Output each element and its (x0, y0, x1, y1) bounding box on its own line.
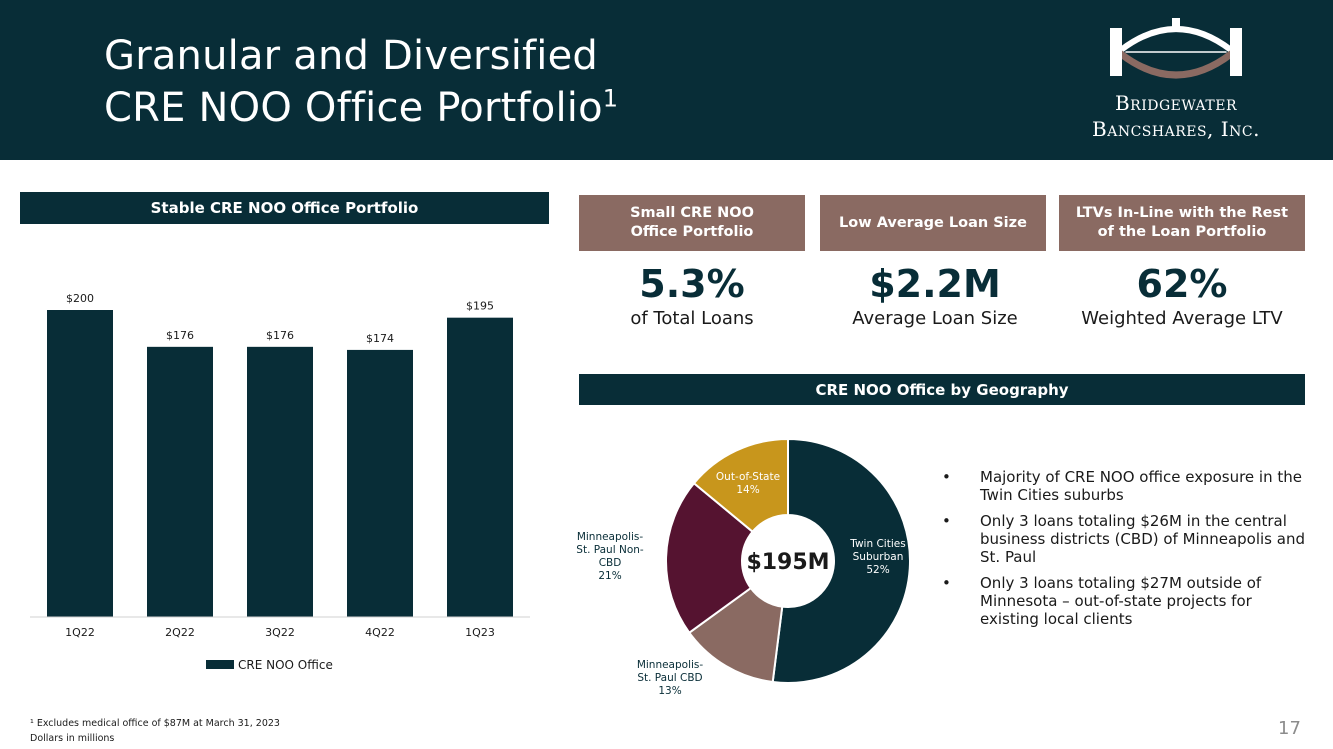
donut-slice-label: Minneapolis-St. Paul CBD 13% (637, 659, 704, 697)
kpi-value-portfolio-size: 5.3% (639, 262, 745, 306)
logo-pillar-left (1110, 28, 1122, 76)
bullet-text: Only 3 loans totaling $26M in the centra… (980, 512, 1305, 566)
x-tick-label: 1Q23 (465, 626, 495, 639)
x-tick-label: 4Q22 (365, 626, 395, 639)
bar-group: $200 1Q22 $176 2Q22 $176 3Q22 $174 4Q22 $195 1Q23 (47, 292, 513, 639)
page-number: 17 (1278, 718, 1301, 739)
donut-slice-out-of-state (692, 437, 789, 534)
bar-1q23 (447, 317, 513, 617)
kpi-label-ltv: Weighted Average LTV (1081, 308, 1283, 329)
bar-1q22 (47, 310, 113, 617)
bar-data-label: $174 (366, 332, 394, 345)
x-tick-label: 2Q22 (165, 626, 195, 639)
donut-slice-label: Out-of-State 14% (716, 471, 780, 496)
bullet-dot-icon: • (942, 468, 951, 486)
legend-label: CRE NOO Office (238, 658, 333, 672)
kpi-heading-portfolio-size: Small CRE NOO Office Portfolio (579, 195, 805, 251)
kpi-value-loan-size: $2.2M (869, 262, 1001, 306)
bar-data-label: $176 (166, 329, 194, 342)
geography-donut-chart: Twin Cities Suburban 52% Minneapolis-St. Pa… (576, 437, 911, 697)
logo-line2: Bancshares, Inc. (1092, 117, 1260, 141)
page-title-line2: CRE NOO Office Portfolio (104, 85, 603, 131)
logo-line1: Bridgewater (1114, 91, 1238, 115)
bar-2q22 (147, 346, 213, 617)
footnote-line1: ¹ Excludes medical office of $87M at Mar… (30, 718, 280, 729)
logo-pillar-right (1230, 28, 1242, 76)
bullet-item: • Majority of CRE NOO office exposure in … (942, 468, 1312, 504)
legend-swatch (206, 660, 234, 669)
bar-chart: $200 1Q22 $176 2Q22 $176 3Q22 $174 4Q22 $195 1Q23… (30, 292, 530, 672)
bar-data-label: $195 (466, 300, 494, 313)
kpi-label-portfolio-size: of Total Loans (630, 308, 754, 329)
bar-4q22 (347, 349, 413, 617)
geography-title: CRE NOO Office by Geography (579, 374, 1305, 405)
bullet-dot-icon: • (942, 512, 951, 530)
bar-3q22 (247, 346, 313, 617)
logo-text: Bridgewater Bancshares, Inc. (1066, 90, 1286, 142)
geography-bullets: • Majority of CRE NOO office exposure in … (942, 468, 1312, 636)
logo-keystone (1172, 18, 1180, 28)
logo-arch-bottom (1117, 50, 1235, 79)
kpi-heading-ltv: LTVs In-Line with the Rest of the Loan P… (1059, 195, 1305, 251)
footnote: ¹ Excludes medical office of $87M at Mar… (30, 716, 280, 746)
kpi-value-ltv: 62% (1136, 262, 1228, 306)
x-tick-label: 1Q22 (65, 626, 95, 639)
donut-slice-minneapolis-st-paul-non-cbd (665, 481, 754, 635)
bullet-text: Majority of CRE NOO office exposure in t… (980, 468, 1302, 504)
arch-logo-icon (1110, 18, 1242, 79)
bullet-text: Only 3 loans totaling $27M outside of Mi… (980, 574, 1262, 628)
title-footnote-marker: 1 (602, 84, 619, 113)
donut-slice-label: Minneapolis-St. Paul Non-CBD 21% (576, 531, 644, 582)
x-tick-label: 3Q22 (265, 626, 295, 639)
footnote-line2: Dollars in millions (30, 733, 115, 744)
donut-slice-twin-cities-suburban (771, 437, 911, 684)
bar-data-label: $200 (66, 292, 94, 305)
page-title-line1: Granular and Diversified (104, 33, 598, 79)
header-banner: Granular and Diversified CRE NOO Office … (0, 0, 1333, 160)
bar-chart-title: Stable CRE NOO Office Portfolio (20, 192, 549, 224)
kpi-label-loan-size: Average Loan Size (852, 308, 1018, 329)
donut-center-label: $195M (746, 550, 829, 575)
page-title: Granular and Diversified CRE NOO Office … (104, 30, 618, 134)
bullet-item: • Only 3 loans totaling $26M in the centr… (942, 512, 1312, 566)
donut-slice-label: Twin Cities Suburban 52% (849, 538, 905, 576)
logo-arch-top (1118, 26, 1234, 53)
kpi-heading-loan-size: Low Average Loan Size (820, 195, 1046, 251)
company-logo: Bridgewater Bancshares, Inc. (1066, 14, 1286, 154)
bar-data-label: $176 (266, 329, 294, 342)
bullet-item: • Only 3 loans totaling $27M outside of M… (942, 574, 1312, 628)
bullet-dot-icon: • (942, 574, 951, 592)
